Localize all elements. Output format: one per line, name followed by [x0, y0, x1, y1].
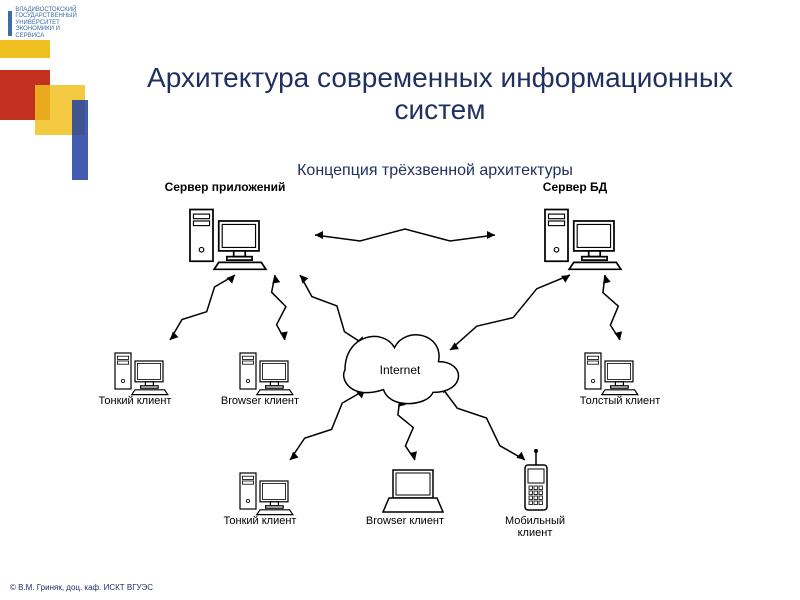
slide-subtitle: Концепция трёхзвенной архитектуры: [150, 162, 720, 180]
browser-client-1-label: Browser клиент: [220, 395, 300, 407]
logo-text: ВЛАДИВОСТОКСКИЙ ГОСУДАРСТВЕННЫЙ УНИВЕРСИ…: [15, 7, 88, 40]
thick-client-label: Толстый клиент: [560, 395, 680, 407]
thin-client-1-text: Тонкий клиент: [99, 395, 172, 407]
decoration-yellow-bar: [0, 40, 50, 58]
university-logo: ВЛАДИВОСТОКСКИЙ ГОСУДАРСТВЕННЫЙ УНИВЕРСИ…: [8, 8, 88, 38]
internet-label: Internet: [360, 363, 440, 377]
browser-client-1-text: Browser клиент: [221, 395, 299, 407]
thin-client-2-label: Тонкий клиент: [220, 515, 300, 527]
browser-client-2-text: Browser клиент: [366, 515, 444, 527]
thin-client-2-text: Тонкий клиент: [224, 515, 297, 527]
logo-icon: [8, 11, 12, 36]
slide-title: Архитектура современных информационных с…: [100, 62, 780, 126]
thick-client-text: Толстый клиент: [580, 395, 661, 407]
architecture-diagram: Сервер приложений Сервер БД Internet Тон…: [85, 180, 715, 550]
browser-client-2-label: Browser клиент: [365, 515, 445, 527]
app-server-label: Сервер приложений: [145, 180, 305, 194]
mobile-client-text: Мобильный клиент: [505, 515, 565, 539]
decoration-blue-bar: [72, 100, 88, 180]
db-server-label: Сервер БД: [515, 180, 635, 194]
copyright-footer: © В.М. Гриняк, доц. каф. ИСКТ ВГУЭС: [10, 583, 153, 592]
thin-client-1-label: Тонкий клиент: [95, 395, 175, 407]
mobile-client-label: Мобильный клиент: [490, 515, 580, 539]
